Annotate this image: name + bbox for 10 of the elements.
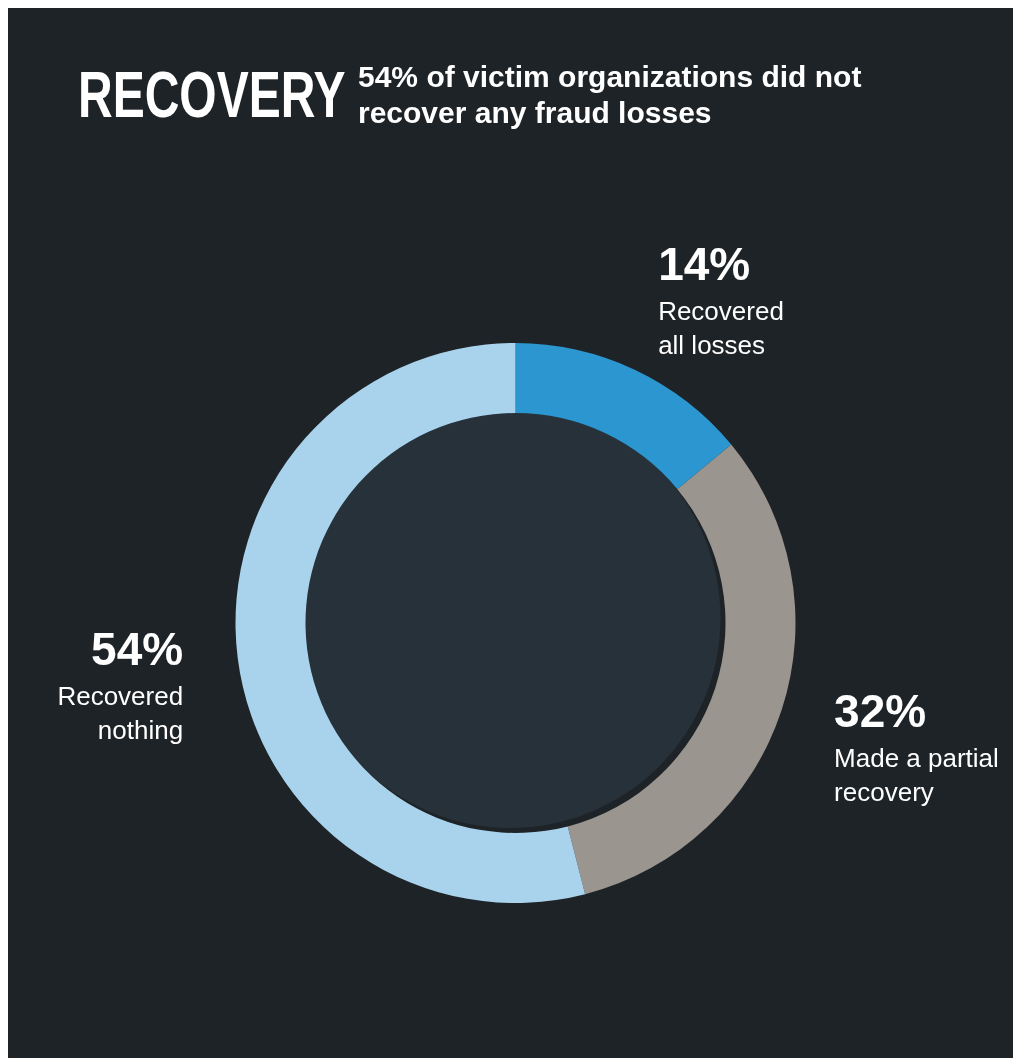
data-label: 14%	[658, 237, 751, 290]
slice-label: Recovered nothing	[57, 680, 184, 745]
data-label: 54%	[91, 622, 184, 675]
donut-slice	[567, 444, 795, 895]
slice-label: Recovered all losses	[658, 295, 784, 360]
slice-label: Made a partial recovery	[834, 742, 999, 807]
data-label: 32%	[834, 684, 927, 737]
chart-title: RECOVERY	[78, 58, 346, 132]
donut-slice	[236, 343, 586, 903]
chart-subtitle: 54% of victim organizations did not recover any fraud losses	[358, 59, 863, 131]
